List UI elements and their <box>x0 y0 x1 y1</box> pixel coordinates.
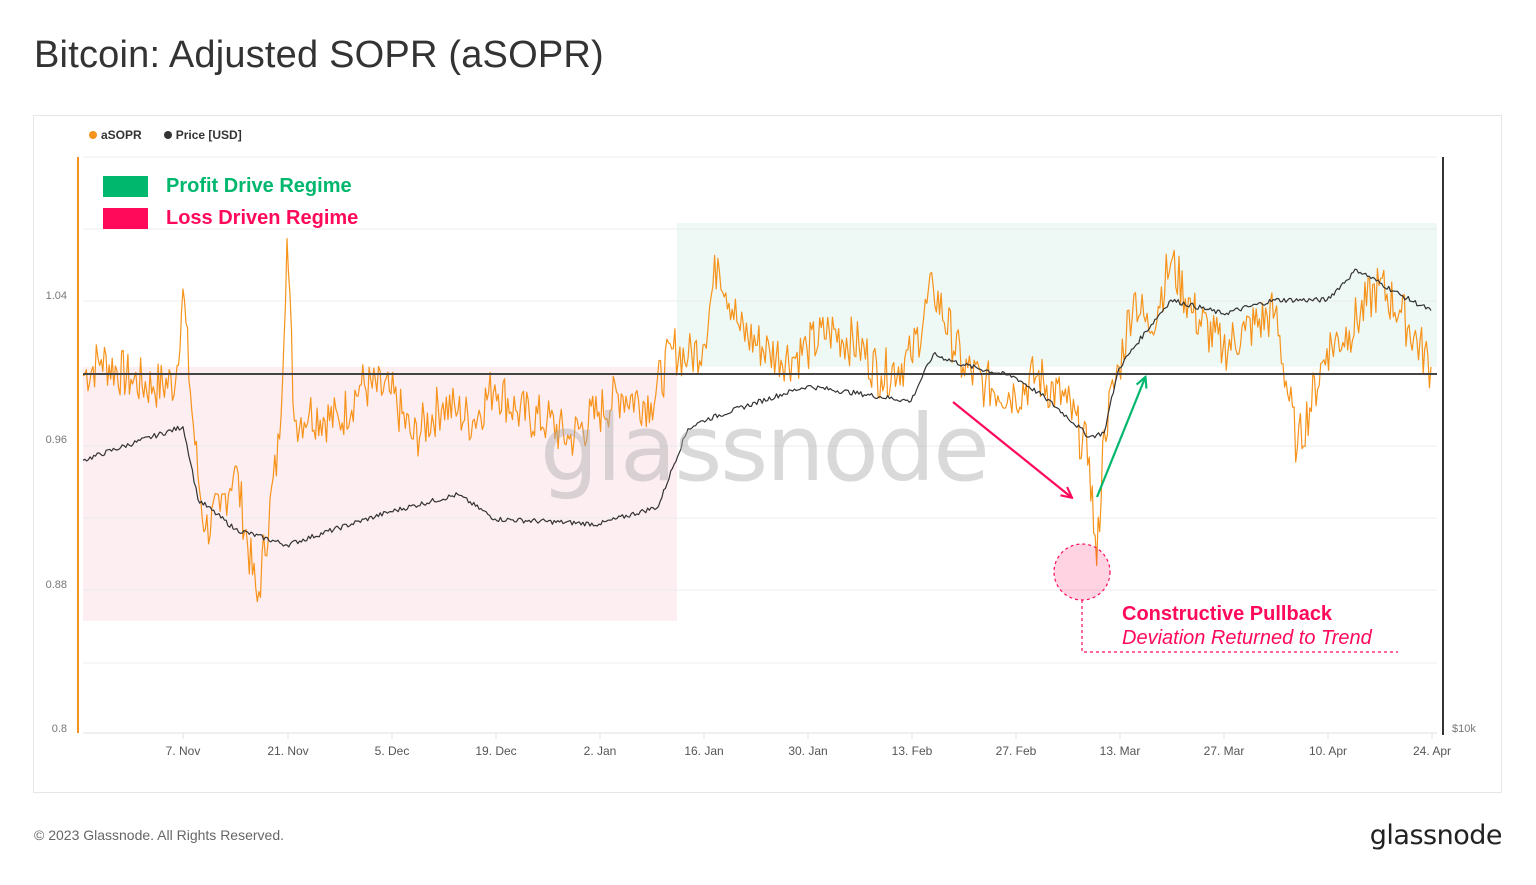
highlight-circle <box>1053 543 1111 601</box>
x-tick-label: 19. Dec <box>475 744 516 758</box>
regime-legend: Profit Drive Regime Loss Driven Regime <box>103 170 358 234</box>
x-tick-label: 10. Apr <box>1309 744 1347 758</box>
profit-region <box>677 223 1437 367</box>
annotation: Constructive Pullback Deviation Returned… <box>1122 602 1372 650</box>
page-title: Bitcoin: Adjusted SOPR (aSOPR) <box>34 34 604 76</box>
x-tick-label: 5. Dec <box>375 744 410 758</box>
loss-swatch-icon <box>103 207 148 229</box>
regime-label: Loss Driven Regime <box>166 206 359 229</box>
legend-dot-icon <box>163 131 172 139</box>
loss-region <box>83 366 677 621</box>
regime-loss: Loss Driven Regime <box>103 202 358 234</box>
legend-dot-icon <box>89 131 97 139</box>
y-tick-label: 0.96 <box>46 434 67 446</box>
glassnode-logo[interactable]: glassnode <box>1369 820 1503 851</box>
y-tick-label: 0.8 <box>52 723 67 735</box>
footer-copyright: © 2023 Glassnode. All Rights Reserved. <box>34 827 285 843</box>
right-axis-label: $10k <box>1452 723 1476 735</box>
x-tick-label: 21. Nov <box>267 744 308 758</box>
regime-label: Profit Drive Regime <box>166 174 352 197</box>
asopr-line <box>82 238 1432 603</box>
x-tick-label: 13. Mar <box>1100 744 1141 758</box>
pullback-arrow-icon <box>952 401 1071 497</box>
legend-label: Price [USD] <box>175 128 242 142</box>
legend-item-asopr[interactable]: aSOPR <box>89 128 142 142</box>
x-tick-label: 27. Mar <box>1204 744 1245 758</box>
chart-legend: aSOPR Price [USD] <box>89 128 242 142</box>
legend-label: aSOPR <box>101 128 142 142</box>
regime-profit: Profit Drive Regime <box>103 170 358 202</box>
annotation-subtitle: Deviation Returned to Trend <box>1122 627 1372 649</box>
x-tick-label: 13. Feb <box>892 744 933 758</box>
x-tick-label: 2. Jan <box>584 744 617 758</box>
y-tick-label: 1.04 <box>46 290 67 302</box>
x-tick-label: 27. Feb <box>996 744 1037 758</box>
annotation-title: Constructive Pullback <box>1122 603 1333 625</box>
price-line <box>82 268 1432 548</box>
x-tick-label: 30. Jan <box>788 744 827 758</box>
recovery-arrow-icon <box>1095 378 1145 498</box>
legend-item-price[interactable]: Price [USD] <box>163 128 242 142</box>
x-tick-label: 7. Nov <box>166 744 201 758</box>
y-tick-label: 0.88 <box>46 579 67 591</box>
x-tick-label: 24. Apr <box>1413 744 1451 758</box>
x-tick-label: 16. Jan <box>684 744 723 758</box>
profit-swatch-icon <box>103 175 148 197</box>
